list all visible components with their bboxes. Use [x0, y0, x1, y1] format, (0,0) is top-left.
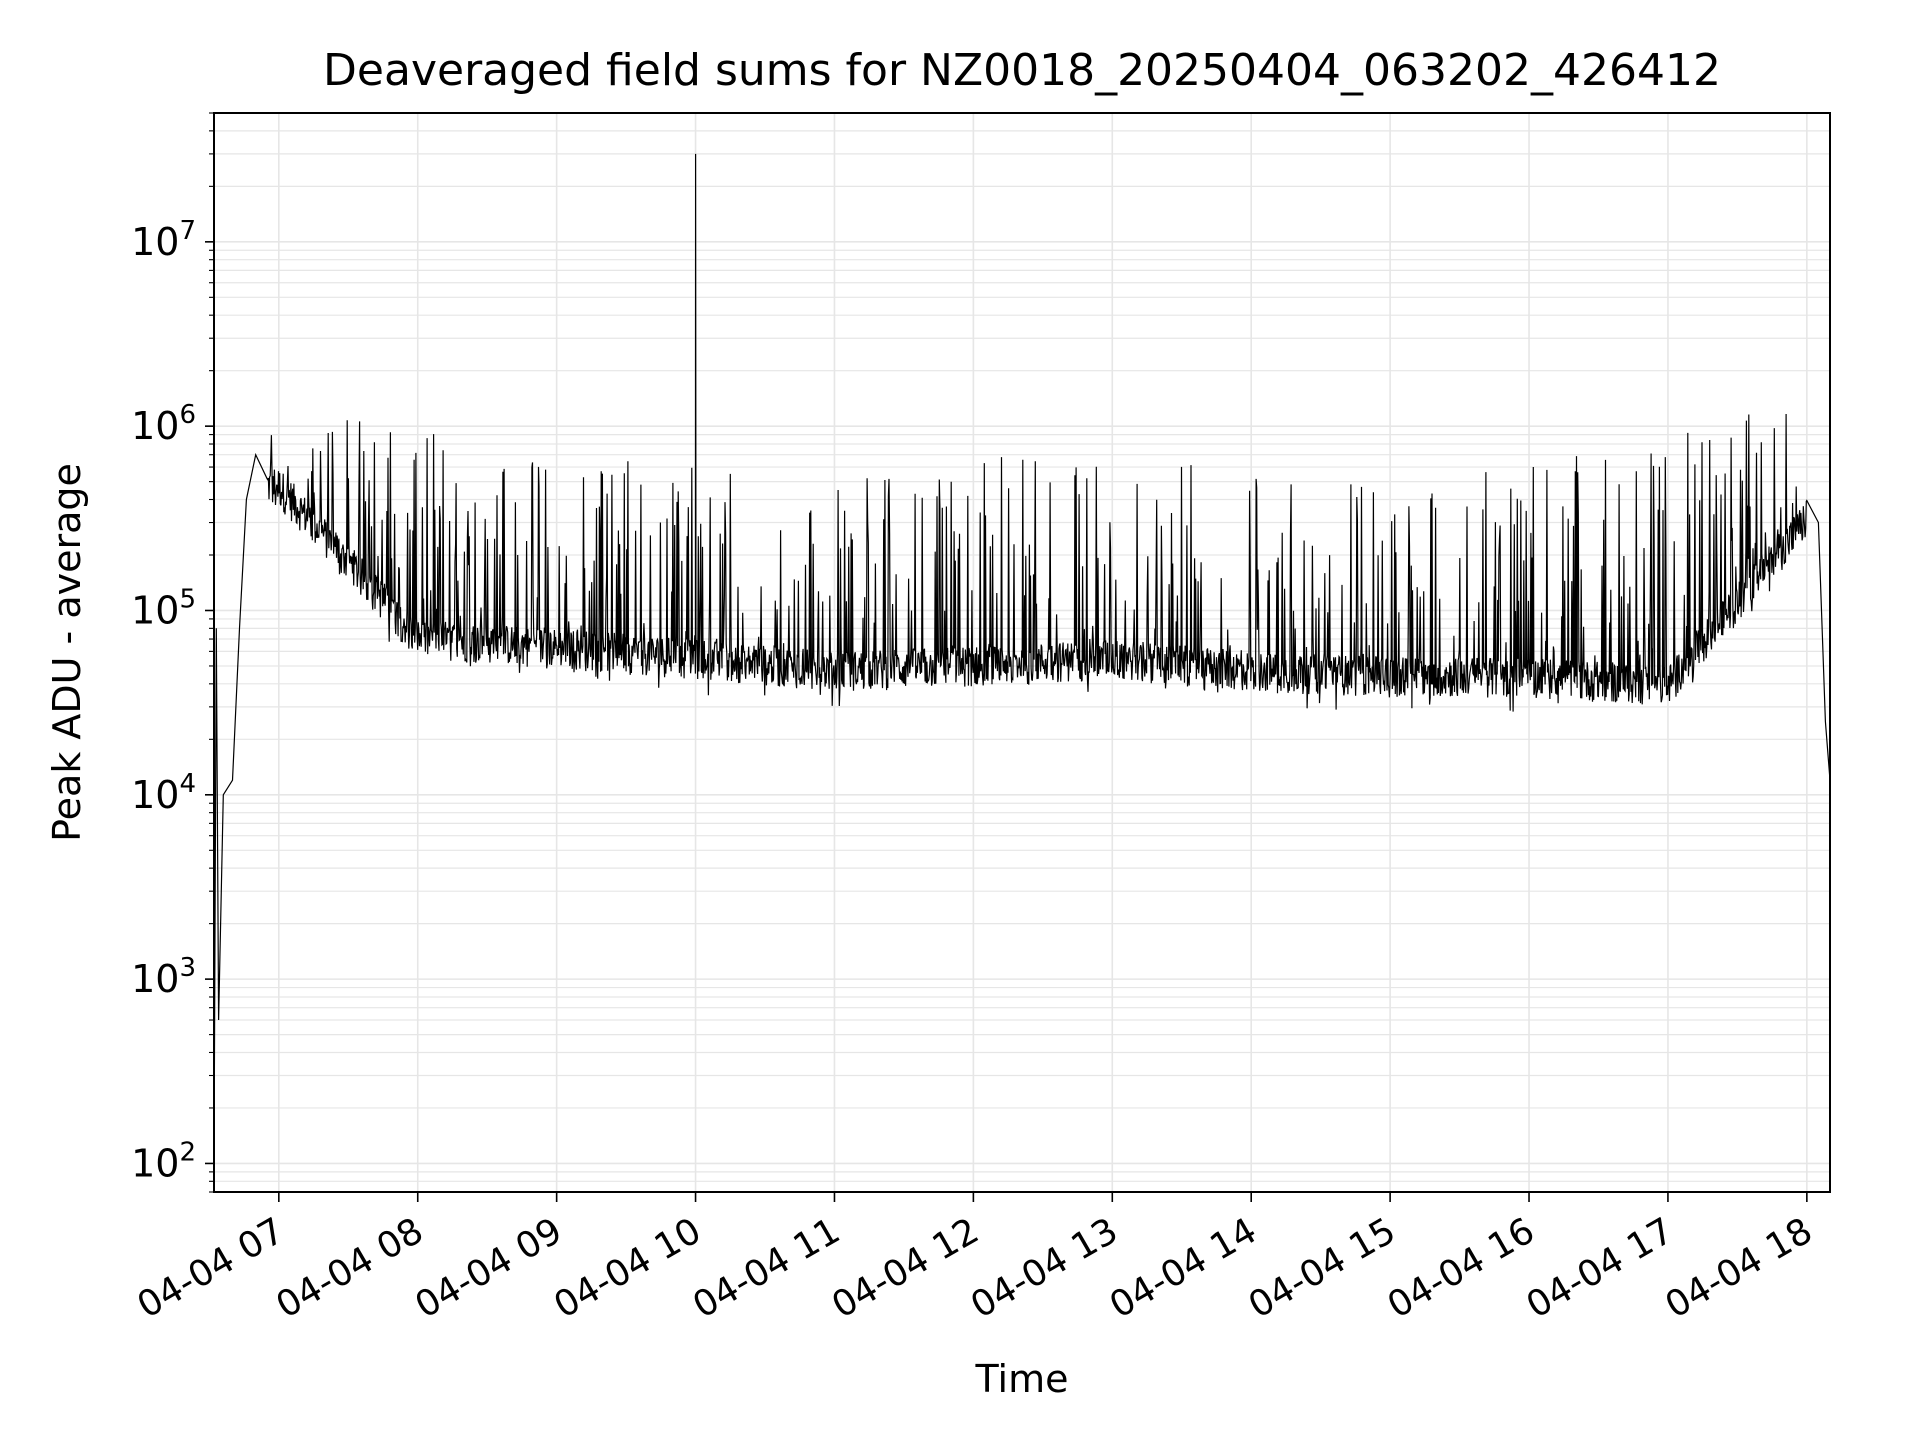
y-tick-label: 106	[131, 400, 196, 448]
y-tick-label: 102	[131, 1137, 196, 1185]
y-tick-label: 107	[131, 216, 196, 264]
series-layer	[213, 153, 1831, 1164]
y-tick-label: 104	[131, 769, 196, 817]
plot-frame	[213, 112, 1831, 1193]
chart-title: Deaveraged field sums for NZ0018_2025040…	[323, 45, 1721, 96]
y-axis-label: Peak ADU - average	[45, 463, 89, 842]
grid	[214, 112, 1830, 1193]
x-axis-label: Time	[975, 1357, 1069, 1401]
y-tick-label: 105	[131, 584, 196, 632]
y-tick-label: 103	[131, 953, 196, 1001]
series-line	[213, 153, 1831, 1164]
